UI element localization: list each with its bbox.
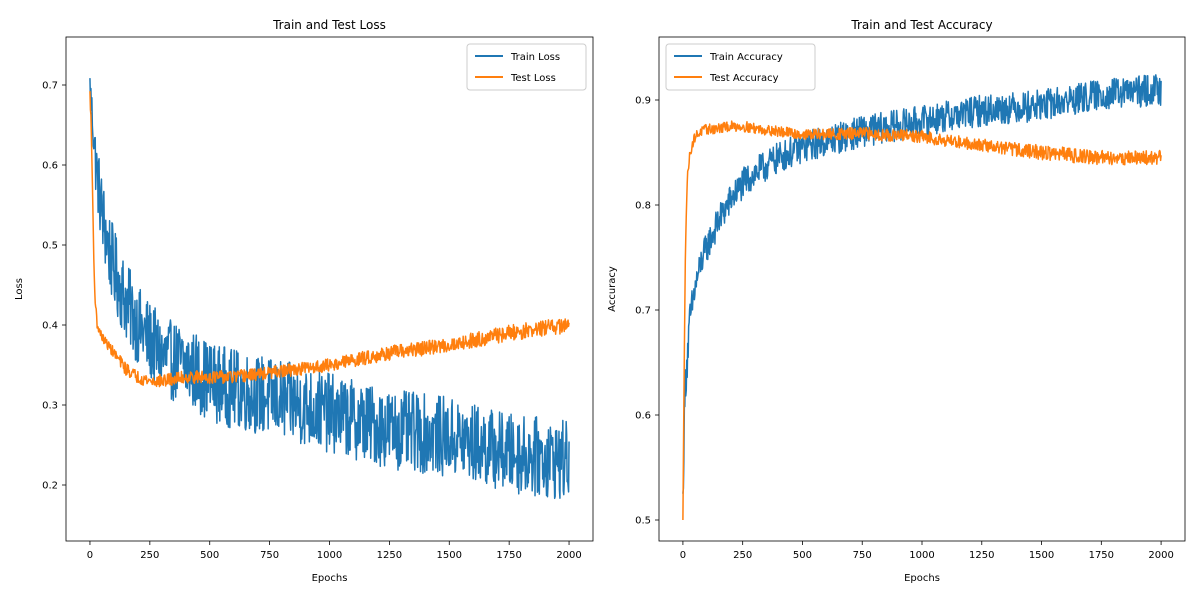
- x-tick-label: 250: [733, 550, 752, 561]
- legend-label: Test Loss: [510, 73, 556, 84]
- y-axis-label: Loss: [14, 278, 25, 300]
- y-axis-label: Accuracy: [607, 266, 618, 312]
- x-tick-label: 750: [853, 550, 872, 561]
- accuracy-panel: 0 250 500 750 1000 1250 1500 1750 2000 0.5 0.6 0.7 0…: [607, 18, 1186, 584]
- legend: Train Accuracy Test Accuracy: [665, 43, 816, 91]
- x-tick-label: 0: [87, 550, 93, 561]
- y-tick-label: 0.9: [635, 96, 651, 107]
- x-axis-label: Epochs: [312, 573, 348, 584]
- x-tick-label: 1750: [496, 550, 521, 561]
- y-tick-label: 0.4: [42, 321, 58, 332]
- series-lines: [89, 78, 570, 500]
- x-tick-label: 750: [260, 550, 279, 561]
- x-tick-label: 0: [680, 550, 686, 561]
- x-tick-label: 500: [793, 550, 812, 561]
- legend-label: Train Accuracy: [709, 52, 783, 63]
- y-tick-label: 0.5: [42, 241, 58, 252]
- x-tick-label: 1250: [377, 550, 402, 561]
- chart-title: Train and Test Accuracy: [850, 18, 992, 32]
- legend-label: Train Loss: [510, 52, 560, 63]
- legend-label: Test Accuracy: [709, 73, 779, 84]
- loss-panel: 0 250 500 750 1000 1250 1500 1750 2000 0.2 0.3 0.4 0…: [14, 18, 594, 584]
- y-tick-label: 0.2: [42, 481, 58, 492]
- series-lines: [682, 74, 1162, 521]
- series-line-1: [89, 91, 570, 388]
- legend-box: [665, 43, 816, 91]
- legend: Train Loss Test Loss: [466, 43, 587, 91]
- x-tick-label: 500: [200, 550, 219, 561]
- series-line-1: [682, 120, 1162, 521]
- x-tick-label: 1500: [437, 550, 462, 561]
- x-tick-label: 2000: [556, 550, 581, 561]
- x-tick-label: 1250: [969, 550, 994, 561]
- y-tick-label: 0.5: [635, 516, 651, 527]
- y-tick-label: 0.7: [635, 306, 651, 317]
- x-axis-label: Epochs: [904, 573, 940, 584]
- y-tick-label: 0.8: [635, 201, 651, 212]
- x-tick-label: 250: [140, 550, 159, 561]
- chart-title: Train and Test Loss: [272, 18, 386, 32]
- x-tick-label: 2000: [1148, 550, 1173, 561]
- x-tick-label: 1000: [317, 550, 342, 561]
- x-tick-label: 1750: [1089, 550, 1114, 561]
- y-tick-label: 0.7: [42, 81, 58, 92]
- series-line-0: [682, 74, 1162, 494]
- y-tick-label: 0.6: [42, 161, 58, 172]
- y-tick-label: 0.6: [635, 411, 651, 422]
- x-tick-label: 1500: [1029, 550, 1054, 561]
- x-tick-label: 1000: [909, 550, 934, 561]
- y-tick-label: 0.3: [42, 401, 58, 412]
- series-line-0: [89, 78, 570, 500]
